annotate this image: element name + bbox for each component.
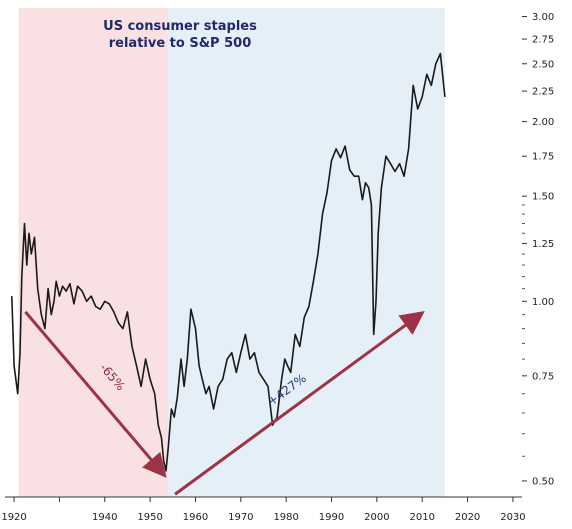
y-tick-label-9: 2.75 [532, 35, 554, 46]
shaded-region-1 [18, 8, 169, 497]
annotation-arrow-2 [174, 311, 425, 496]
x-tick-label-1970: 1970 [228, 512, 253, 523]
y-tick-label-0: 0.50 [532, 476, 554, 487]
x-tick-label-1940: 1940 [92, 512, 117, 523]
x-tick-label-1950: 1950 [137, 512, 162, 523]
x-tick-label-1920: 1920 [1, 512, 26, 523]
chart-title-line-1: US consumer staples [103, 19, 257, 34]
y-tick-label-10: 3.00 [532, 12, 554, 23]
y-tick-label-7: 2.25 [532, 87, 554, 98]
y-tick-label-3: 1.25 [532, 239, 554, 250]
x-tick-label-1960: 1960 [183, 512, 208, 523]
x-tick-label-2000: 2000 [364, 512, 389, 523]
shaded-region-2 [168, 8, 445, 497]
series-layer [11, 52, 446, 472]
y-tick-label-2: 1.00 [532, 297, 554, 308]
axes-layer: 1920 1940 1950 1960 1970 1980 1990 2000 2010 2020… [1, 12, 554, 523]
x-tick-label-2020: 2020 [455, 512, 480, 523]
x-tick-label-1980: 1980 [273, 512, 298, 523]
annotation-arrow-1 [24, 310, 167, 478]
x-tick-label-1990: 1990 [319, 512, 344, 523]
x-tick-label-2010: 2010 [410, 512, 435, 523]
y-tick-label-6: 2.00 [532, 117, 554, 128]
shaded-bands [18, 8, 445, 497]
series-line-1 [11, 52, 446, 472]
y-tick-label-4: 1.50 [532, 192, 554, 203]
y-tick-label-5: 1.75 [532, 152, 554, 163]
y-tick-label-8: 2.50 [532, 59, 554, 70]
y-tick-label-1: 0.75 [532, 371, 554, 382]
x-tick-label-2030: 2030 [500, 512, 525, 523]
chart-title-line-2: relative to S&P 500 [109, 36, 252, 51]
